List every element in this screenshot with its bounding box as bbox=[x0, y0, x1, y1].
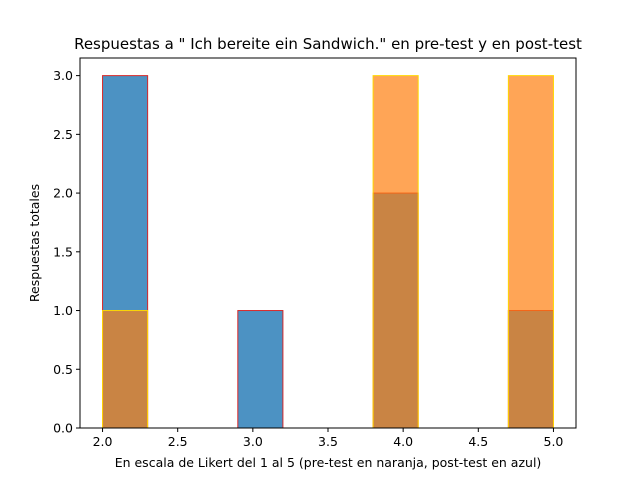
chart-title: Respuestas a " Ich bereite ein Sandwich.… bbox=[74, 35, 582, 53]
x-tick-label: 4.5 bbox=[468, 434, 488, 449]
bar-series-2-bin-10 bbox=[507, 75, 554, 429]
x-axis: 2.0 2.5 3.0 3.5 4.0 4.5 5.0 bbox=[93, 428, 564, 449]
y-axis: 0.0 0.5 1.0 1.5 2.0 2.5 3.0 bbox=[53, 68, 80, 436]
x-tick-label: 5.0 bbox=[544, 434, 564, 449]
y-tick-label: 0.0 bbox=[53, 421, 73, 436]
x-tick-label: 3.5 bbox=[318, 434, 338, 449]
x-tick-label: 3.0 bbox=[243, 434, 263, 449]
bar-series-1-bin-4 bbox=[237, 310, 284, 429]
y-tick-label: 1.5 bbox=[53, 244, 73, 259]
bar-series-2-bin-7 bbox=[372, 75, 419, 429]
bar-series-2-bin-1 bbox=[102, 310, 149, 429]
y-axis-label: Respuestas totales bbox=[27, 184, 42, 302]
y-tick-label: 2.5 bbox=[53, 127, 73, 142]
plot-frame bbox=[79, 57, 577, 429]
y-tick-label: 1.0 bbox=[53, 303, 73, 318]
bars-layer bbox=[102, 75, 554, 429]
y-tick-label: 0.5 bbox=[53, 362, 73, 377]
y-tick-label: 3.0 bbox=[53, 68, 73, 83]
x-tick-label: 2.5 bbox=[168, 434, 188, 449]
x-axis-label: En escala de Likert del 1 al 5 (pre-test… bbox=[115, 455, 542, 470]
x-tick-label: 4.0 bbox=[393, 434, 413, 449]
x-tick-label: 2.0 bbox=[93, 434, 113, 449]
y-tick-label: 2.0 bbox=[53, 186, 73, 201]
